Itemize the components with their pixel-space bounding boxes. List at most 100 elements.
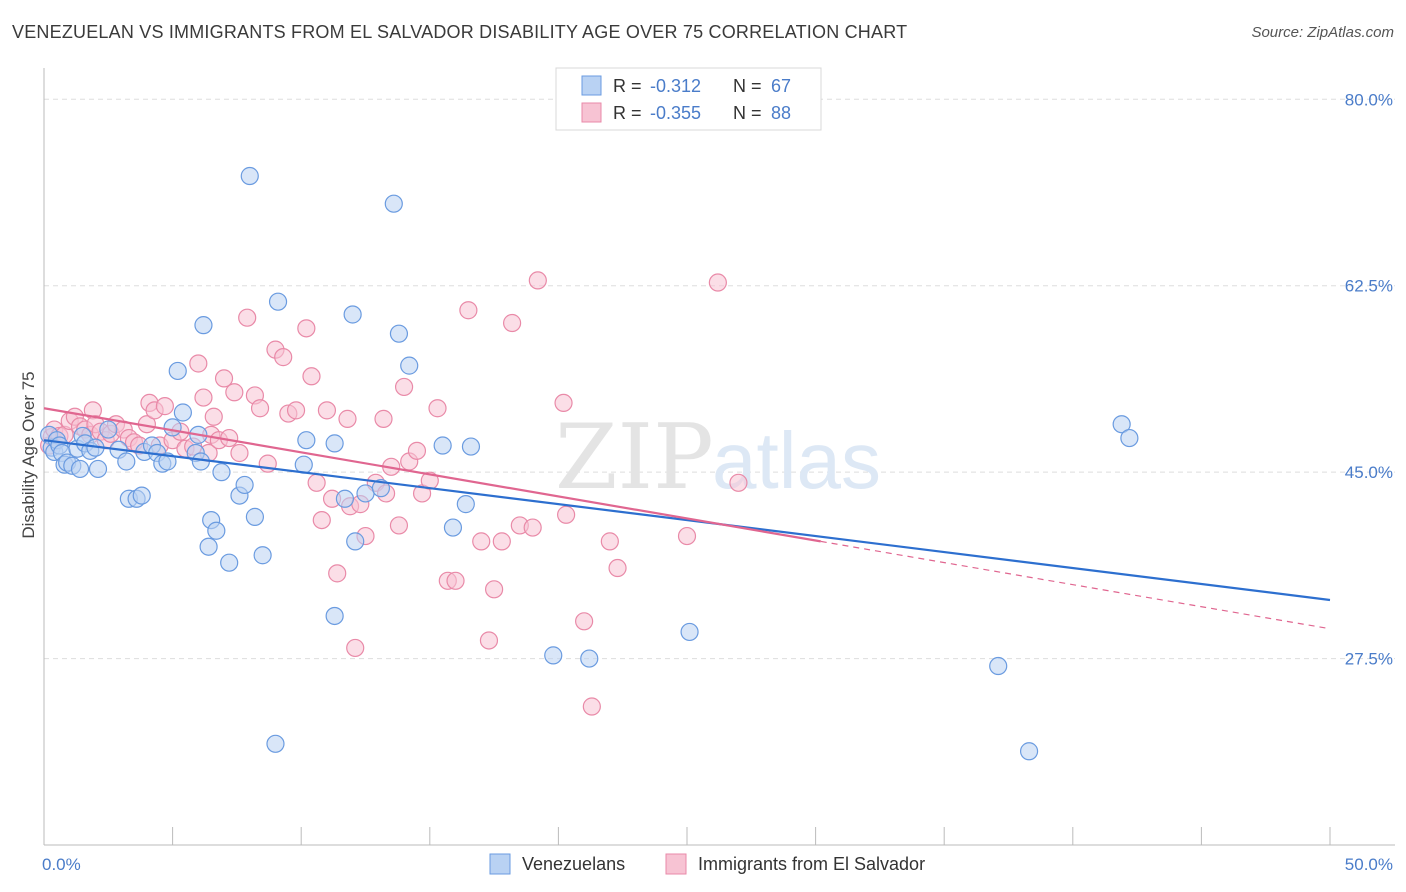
pink-point — [492, 532, 511, 551]
pink-point — [155, 397, 174, 416]
legend-n-value: 88 — [771, 103, 791, 123]
blue-point — [680, 622, 699, 642]
pink-point — [503, 313, 522, 333]
series-legend: Venezuelans Immigrants from El Salvador — [489, 853, 925, 875]
blue-point — [371, 479, 391, 498]
blue-point — [168, 361, 187, 381]
blue-point — [456, 495, 475, 514]
pink-point — [485, 580, 504, 599]
blue-point — [268, 292, 288, 311]
pink-point — [374, 409, 393, 428]
pink-point — [214, 369, 234, 388]
pink-point — [297, 319, 316, 338]
pink-point — [286, 401, 306, 420]
pink-point — [407, 441, 427, 460]
pink-point — [554, 393, 573, 413]
blue-point — [266, 734, 285, 753]
blue-point — [1112, 415, 1131, 434]
series-legend-label: Venezuelans — [522, 854, 625, 874]
legend-r-value: -0.312 — [650, 76, 701, 96]
blue-point — [325, 606, 344, 626]
pink-trend-extension — [820, 540, 1331, 630]
pink-point — [338, 409, 357, 428]
legend-r-label: R = — [613, 103, 642, 123]
pink-point — [575, 612, 594, 631]
legend-n-label: N = — [733, 103, 762, 123]
pink-point — [677, 526, 697, 546]
blue-point — [389, 324, 409, 343]
legend-n-label: N = — [733, 76, 762, 96]
blue-point — [461, 437, 481, 456]
blue-point — [99, 420, 118, 439]
blue-point — [343, 305, 362, 324]
series-legend-label: Immigrants from El Salvador — [698, 854, 925, 874]
blue-point — [335, 489, 355, 508]
blue-point — [212, 463, 231, 482]
pink-point — [582, 697, 601, 716]
blue-point — [163, 418, 182, 437]
correlation-legend: R = -0.312 N = 67 R = -0.355 N = 88 — [555, 67, 822, 131]
pink-point — [204, 407, 223, 426]
pink-point — [608, 558, 627, 578]
pink-point — [194, 388, 213, 407]
blue-point — [220, 553, 239, 572]
pink-point — [230, 443, 249, 463]
pink-point — [459, 301, 478, 320]
pink-series-swatch — [665, 853, 687, 875]
pink-point — [394, 377, 414, 397]
pink-point — [708, 273, 727, 292]
blue-point — [158, 452, 177, 471]
legend-n-value: 67 — [771, 76, 791, 96]
blue-point — [384, 194, 403, 213]
blue-point — [199, 537, 218, 556]
y-tick-label: 62.5% — [1345, 277, 1393, 296]
blue-point — [544, 646, 563, 665]
pink-point — [302, 367, 321, 386]
axes — [43, 68, 1395, 846]
blue-point — [443, 518, 463, 537]
x-tick-labels: 0.0% 50.0% — [42, 855, 1393, 874]
source-label: Source: ZipAtlas.com — [1251, 24, 1394, 41]
pink-point — [479, 631, 499, 650]
blue-point — [132, 486, 151, 505]
x-tick-label-max: 50.0% — [1345, 855, 1393, 874]
y-tick-label: 80.0% — [1345, 90, 1393, 109]
pink-point — [472, 532, 491, 551]
y-tick-labels: 27.5% 45.0% 62.5% 80.0% — [1345, 90, 1393, 668]
pink-point — [189, 354, 208, 373]
blue-point — [240, 166, 259, 186]
blue-point — [253, 546, 272, 565]
blue-point — [173, 403, 192, 422]
legend-r-value: -0.355 — [650, 103, 701, 123]
blue-series-swatch — [489, 853, 511, 875]
x-tick-label-min: 0.0% — [42, 855, 81, 874]
blue-point — [400, 356, 419, 375]
legend-r-label: R = — [613, 76, 642, 96]
blue-trend-line — [43, 439, 1331, 602]
y-axis-label: Disability Age Over 75 — [19, 371, 38, 538]
pink-point — [238, 308, 257, 327]
pink-point — [346, 638, 365, 658]
blue-point — [207, 521, 226, 540]
blue-legend-swatch — [581, 75, 602, 96]
pink-trend-line — [43, 407, 821, 543]
y-tick-label: 27.5% — [1345, 650, 1393, 669]
blue-point — [989, 656, 1008, 676]
pink-point — [428, 399, 447, 418]
pink-point — [225, 383, 244, 402]
blue-point — [235, 475, 254, 495]
blue-point — [346, 532, 365, 551]
pink-point — [307, 473, 326, 492]
trend-lines — [43, 407, 1331, 630]
pink-point — [523, 518, 542, 537]
pink-point — [328, 564, 347, 583]
blue-point — [88, 459, 108, 479]
pink-legend-swatch — [581, 102, 602, 123]
blue-point — [356, 484, 375, 503]
blue-point — [1019, 742, 1039, 761]
pink-points — [40, 271, 748, 716]
watermark: ZIP atlas — [555, 405, 881, 510]
pink-point — [446, 571, 465, 590]
blue-point — [433, 436, 452, 455]
